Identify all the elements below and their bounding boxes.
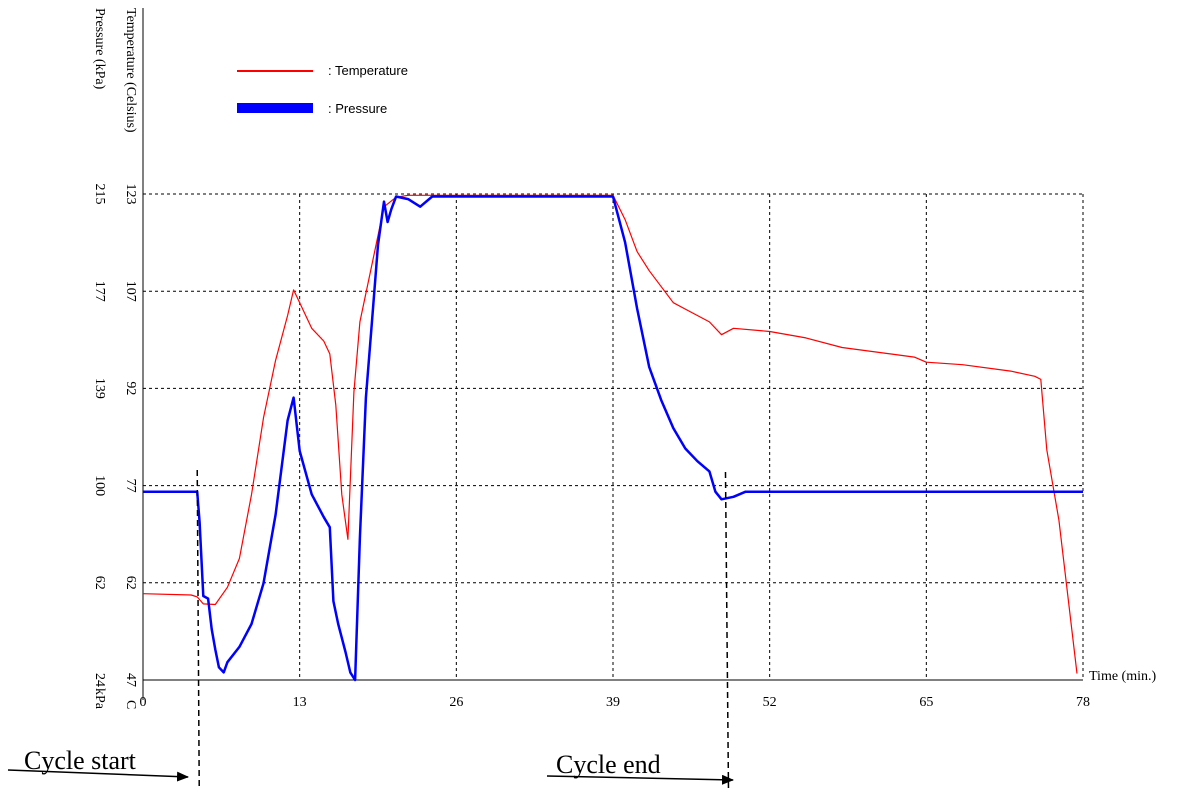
x-tick-label: 13 [293,695,307,710]
cycle-end-arrow [546,774,734,785]
pressure-tick-label: 215 [92,184,107,205]
temperature-tick-label: 92 [123,381,138,395]
pressure-axis-title: Pressure (kPa) [92,8,107,90]
temperature-tick-label: 107 [123,281,138,302]
cycle-annotations: Cycle start Cycle end [7,469,734,791]
temperature-tick-label: 62 [123,576,138,590]
x-tick-label: 26 [449,695,463,710]
legend-pressure-swatch [237,103,313,113]
pressure-tick-label: 62 [92,576,107,590]
legend: : Temperature : Pressure [237,63,408,116]
x-axis-title: Time (min.) [1089,669,1156,684]
pressure-tick-label: 24 [92,673,107,687]
temperature-tick-label: 77 [123,479,138,493]
temperature-axis-title: Temperature (Celsius) [123,8,138,133]
cycle-end-marker [724,471,730,791]
cycle-start-marker [196,469,200,789]
legend-pressure-label: : Pressure [328,101,387,116]
pressure-tick-label: 177 [92,281,107,302]
series-line-temperature [142,194,1078,674]
series-layer [142,194,1083,682]
x-tick-label: 78 [1076,695,1090,710]
cycle-end-label: Cycle end [556,750,661,779]
temperature-unit-label: C [123,700,138,709]
cycle-start-label: Cycle start [24,746,137,775]
x-tick-label: 39 [606,695,620,710]
pressure-tick-label: 100 [92,475,107,496]
cycle-start-arrow [7,769,189,782]
gridlines [143,193,1084,680]
x-tick-label: 65 [919,695,933,710]
legend-temperature-label: : Temperature [328,63,408,78]
axes: 0 13 26 39 52 65 78 47 62 77 92 107 123 24 62 100 139 177… [92,8,1090,710]
pressure-unit-label: kPa [92,688,107,710]
temperature-tick-label: 123 [123,184,138,205]
x-tick-label: 0 [140,695,147,710]
series-line-pressure [143,195,1083,682]
temperature-tick-label: 47 [123,673,138,687]
x-tick-label: 52 [763,695,777,710]
pressure-tick-label: 139 [92,378,107,399]
